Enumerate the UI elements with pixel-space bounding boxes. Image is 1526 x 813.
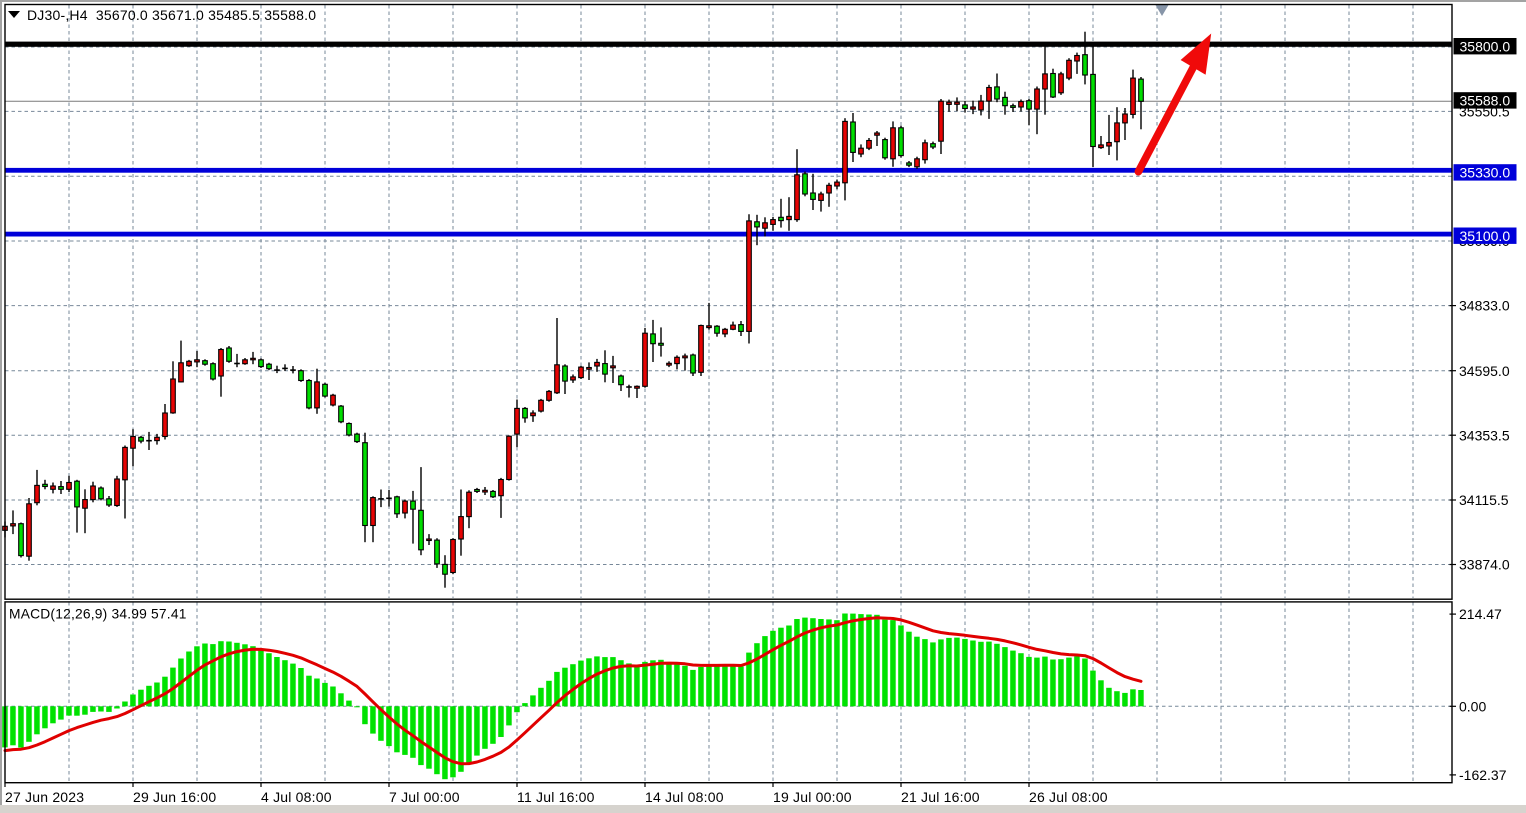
svg-text:4 Jul 08:00: 4 Jul 08:00 [261, 789, 332, 805]
svg-text:35588.0: 35588.0 [1460, 93, 1511, 109]
svg-text:34833.0: 34833.0 [1459, 298, 1510, 314]
svg-text:34595.0: 34595.0 [1459, 363, 1510, 379]
svg-text:27 Jun 2023: 27 Jun 2023 [5, 789, 84, 805]
svg-text:34353.5: 34353.5 [1459, 427, 1510, 443]
svg-text:21 Jul 16:00: 21 Jul 16:00 [901, 789, 980, 805]
svg-text:34115.5: 34115.5 [1459, 492, 1509, 508]
svg-text:MACD(12,26,9) 34.99 57.41: MACD(12,26,9) 34.99 57.41 [9, 607, 187, 622]
svg-text:DJ30-,H4 35670.0 35671.0 3548: DJ30-,H4 35670.0 35671.0 35485.5 35588.0 [27, 7, 316, 23]
svg-text:19 Jul 00:00: 19 Jul 00:00 [773, 789, 852, 805]
svg-text:0.00: 0.00 [1459, 698, 1486, 714]
svg-text:29 Jun 16:00: 29 Jun 16:00 [133, 789, 216, 805]
svg-text:214.47: 214.47 [1459, 606, 1502, 622]
svg-text:14 Jul 08:00: 14 Jul 08:00 [645, 789, 724, 805]
svg-text:11 Jul 16:00: 11 Jul 16:00 [517, 789, 595, 805]
svg-text:35800.0: 35800.0 [1460, 38, 1511, 54]
svg-text:-162.37: -162.37 [1459, 767, 1507, 783]
svg-text:35100.0: 35100.0 [1460, 228, 1511, 244]
svg-text:7 Jul 00:00: 7 Jul 00:00 [389, 789, 460, 805]
svg-text:35330.0: 35330.0 [1460, 165, 1511, 181]
svg-text:26 Jul 08:00: 26 Jul 08:00 [1029, 789, 1108, 805]
svg-text:33874.0: 33874.0 [1459, 557, 1510, 573]
